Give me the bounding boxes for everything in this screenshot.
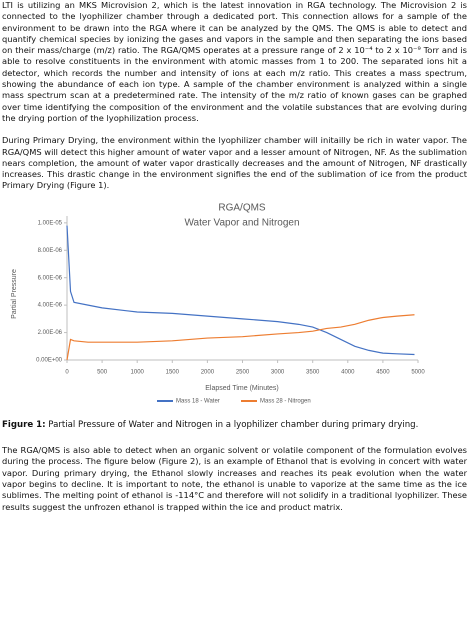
chart: RGA/QMS Water Vapor and Nitrogen Partial… bbox=[11, 202, 425, 404]
legend-label: Mass 18 - Water bbox=[176, 398, 220, 404]
x-tick-label: 4000 bbox=[341, 369, 355, 375]
y-tick-label: 0.00E+00 bbox=[36, 357, 63, 363]
caption: Figure 1: Partial Pressure of Water and … bbox=[2, 420, 467, 431]
series-line bbox=[66, 225, 415, 355]
y-tick-label: 1.00E-05 bbox=[38, 220, 63, 226]
y-axis-title: Partial Pressure bbox=[11, 269, 18, 319]
x-tick-label: 1000 bbox=[131, 369, 145, 375]
y-tick-label: 2.00E-06 bbox=[38, 330, 63, 336]
x-tick-label: 2000 bbox=[201, 369, 215, 375]
chart-title: RGA/QMS bbox=[218, 202, 266, 213]
x-tick-label: 1500 bbox=[166, 369, 180, 375]
y-tick-label: 4.00E-06 bbox=[38, 302, 63, 308]
x-tick-label: 3500 bbox=[306, 369, 320, 375]
x-tick-label: 500 bbox=[97, 369, 108, 375]
paragraph: The RGA/QMS is also able to detect when … bbox=[2, 445, 467, 512]
document: LTI is utilizing an MKS Microvision 2, w… bbox=[2, 0, 467, 512]
x-tick-label: 4500 bbox=[376, 369, 390, 375]
paragraph: During Primary Drying, the environment w… bbox=[2, 135, 467, 191]
paragraph: LTI is utilizing an MKS Microvision 2, w… bbox=[2, 0, 467, 123]
legend-label: Mass 28 - Nitrogen bbox=[260, 398, 311, 404]
x-axis-title: Elapsed Time (Minutes) bbox=[205, 385, 279, 392]
caption-text: Partial Pressure of Water and Nitrogen i… bbox=[48, 419, 419, 430]
chart-subtitle: Water Vapor and Nitrogen bbox=[184, 217, 299, 228]
y-tick-label: 8.00E-06 bbox=[38, 248, 63, 254]
caption-label: Figure 1: bbox=[2, 419, 46, 430]
x-tick-label: 0 bbox=[65, 369, 69, 375]
series-line bbox=[66, 313, 415, 360]
x-tick-label: 2500 bbox=[236, 369, 250, 375]
x-tick-label: 3000 bbox=[271, 369, 285, 375]
y-tick-label: 6.00E-06 bbox=[38, 275, 63, 281]
x-tick-label: 5000 bbox=[411, 369, 425, 375]
